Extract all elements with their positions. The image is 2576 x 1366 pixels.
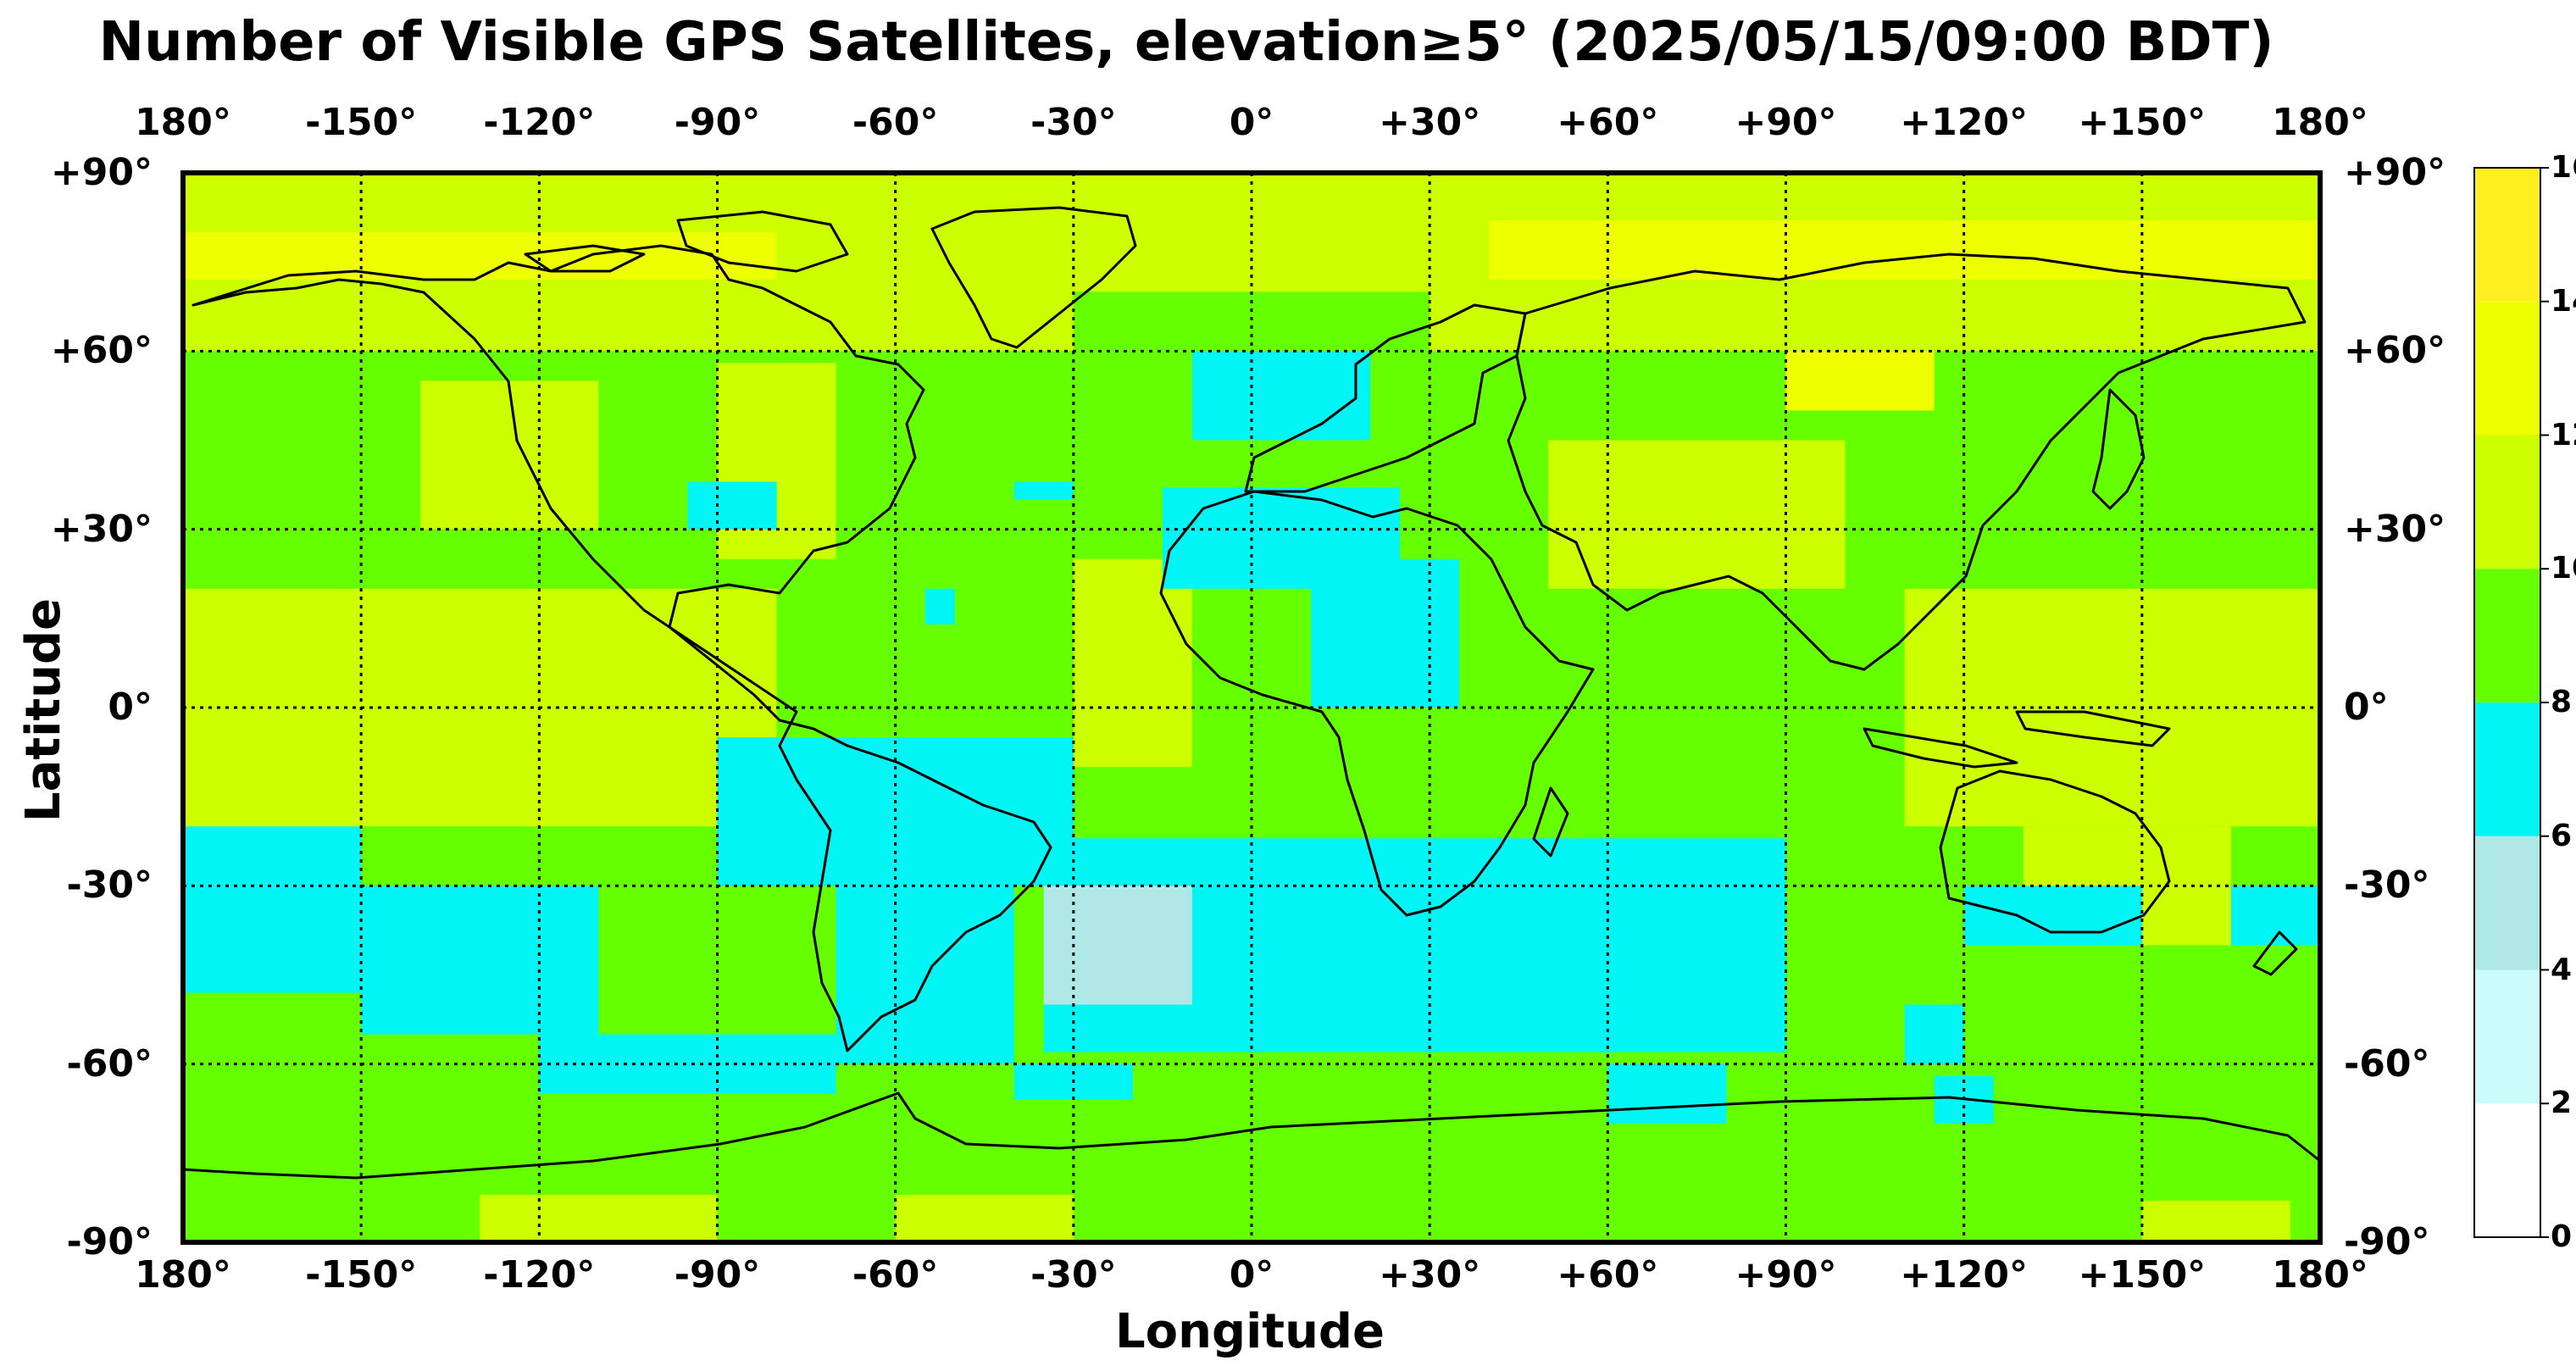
- lon-tick-bottom: -90°: [674, 1253, 761, 1297]
- lat-tick-left: 0°: [108, 686, 153, 729]
- lat-tick-right: +30°: [2344, 507, 2446, 551]
- lat-tick-right: 0°: [2344, 686, 2389, 729]
- coastlines: [183, 206, 2320, 1180]
- cell-region-21: [1191, 351, 1371, 441]
- colorbar-segment-2: [2474, 836, 2540, 970]
- cell-region-1: [183, 232, 777, 280]
- lon-tick-top: +90°: [1735, 101, 1837, 144]
- lon-tick-top: -60°: [852, 101, 939, 144]
- cell-region-17: [836, 856, 1014, 1064]
- lon-tick-bottom: 180°: [135, 1253, 231, 1297]
- colorbar-segment-1: [2474, 969, 2540, 1104]
- lon-tick-top: -30°: [1030, 101, 1117, 144]
- lon-tick-top: 0°: [1229, 101, 1274, 144]
- colorbar: [2473, 167, 2549, 1238]
- colorbar-segment-7: [2474, 168, 2540, 302]
- lat-tick-left: -90°: [66, 1220, 153, 1263]
- cell-region-23: [924, 588, 955, 625]
- colorbar-segment-3: [2474, 702, 2540, 836]
- colorbar-tick-label: 4: [2551, 952, 2573, 987]
- lon-tick-bottom: 0°: [1229, 1253, 1274, 1297]
- cell-region-5: [183, 588, 362, 875]
- lon-tick-bottom: +60°: [1557, 1253, 1659, 1297]
- cell-region-20: [1162, 487, 1401, 589]
- colorbar-tick-label: 14: [2551, 283, 2576, 319]
- lon-tick-bottom: -150°: [305, 1253, 418, 1297]
- cell-region-3: [1785, 351, 1935, 411]
- lon-tick-bottom: 180°: [2272, 1253, 2368, 1297]
- lon-tick-bottom: +150°: [2078, 1253, 2207, 1297]
- lat-tick-right: -30°: [2344, 863, 2430, 908]
- cell-region-13: [183, 826, 362, 993]
- lon-tick-top: 180°: [2272, 101, 2368, 144]
- lat-tick-right: -60°: [2344, 1041, 2430, 1086]
- lon-tick-top: -120°: [483, 101, 596, 144]
- lon-tick-top: +120°: [1900, 101, 2029, 144]
- cell-region-10: [1548, 440, 1846, 589]
- cell-region-26: [1963, 886, 2142, 946]
- lat-tick-left: -60°: [66, 1041, 153, 1086]
- lat-tick-right: +60°: [2344, 329, 2446, 373]
- colorbar-segment-5: [2474, 435, 2540, 569]
- cell-region-25: [1904, 1004, 1964, 1064]
- colorbar-tick-label: 10: [2551, 551, 2576, 586]
- lat-tick-left: +60°: [50, 329, 153, 373]
- lon-tick-top: +60°: [1557, 101, 1659, 144]
- lon-tick-bottom: -30°: [1030, 1253, 1117, 1297]
- lat-tick-left: +30°: [50, 507, 153, 551]
- plot-frame: [180, 170, 2323, 1245]
- lon-tick-top: -90°: [674, 101, 761, 144]
- cell-region-34: [2141, 1200, 2290, 1242]
- graticule: [183, 173, 2320, 1242]
- cell-region-11: [1904, 588, 2320, 827]
- cell-region-2: [1489, 220, 2320, 280]
- colorbar-tick-label: 6: [2551, 818, 2573, 853]
- cell-region-8: [420, 380, 599, 530]
- lon-tick-bottom: +90°: [1735, 1253, 1837, 1297]
- cell-region-14: [361, 886, 599, 1035]
- lat-tick-right: +90°: [2344, 151, 2446, 194]
- cell-region-33: [895, 1194, 1074, 1242]
- colorbar-segment-6: [2474, 301, 2540, 436]
- lat-tick-left: -30°: [66, 863, 153, 908]
- cell-region-29: [1607, 1063, 1727, 1124]
- colorbar-tick-label: 16: [2551, 150, 2576, 185]
- lon-tick-bottom: +120°: [1900, 1253, 2029, 1297]
- lon-tick-top: -150°: [305, 101, 418, 144]
- lat-tick-left: +90°: [50, 151, 153, 194]
- lon-tick-top: +30°: [1379, 101, 1481, 144]
- cell-region-9: [1073, 558, 1192, 768]
- colorbar-tick-label: 2: [2551, 1086, 2573, 1121]
- cell-region-22: [687, 481, 777, 530]
- cell-region-31: [1043, 886, 1192, 1005]
- map-title: Number of Visible GPS Satellites, elevat…: [98, 11, 2274, 74]
- lon-tick-bottom: +30°: [1379, 1253, 1481, 1297]
- colorbar-tick-label: 0: [2551, 1219, 2573, 1254]
- x-axis-label: Longitude: [1114, 1304, 1385, 1359]
- cell-region-32: [480, 1194, 718, 1242]
- colorbar-segment-0: [2474, 1103, 2540, 1237]
- lon-tick-top: 180°: [135, 101, 231, 144]
- cell-region-24: [1013, 481, 1074, 500]
- lat-tick-right: -90°: [2344, 1220, 2430, 1263]
- colorbar-tick-label: 12: [2551, 417, 2576, 453]
- colorbar-tick-label: 8: [2551, 685, 2573, 719]
- lon-tick-bottom: -60°: [852, 1253, 939, 1297]
- y-axis-label: Latitude: [16, 597, 71, 823]
- lon-tick-bottom: -120°: [483, 1253, 596, 1297]
- lon-tick-top: +150°: [2078, 101, 2207, 144]
- colorbar-segment-4: [2474, 569, 2540, 702]
